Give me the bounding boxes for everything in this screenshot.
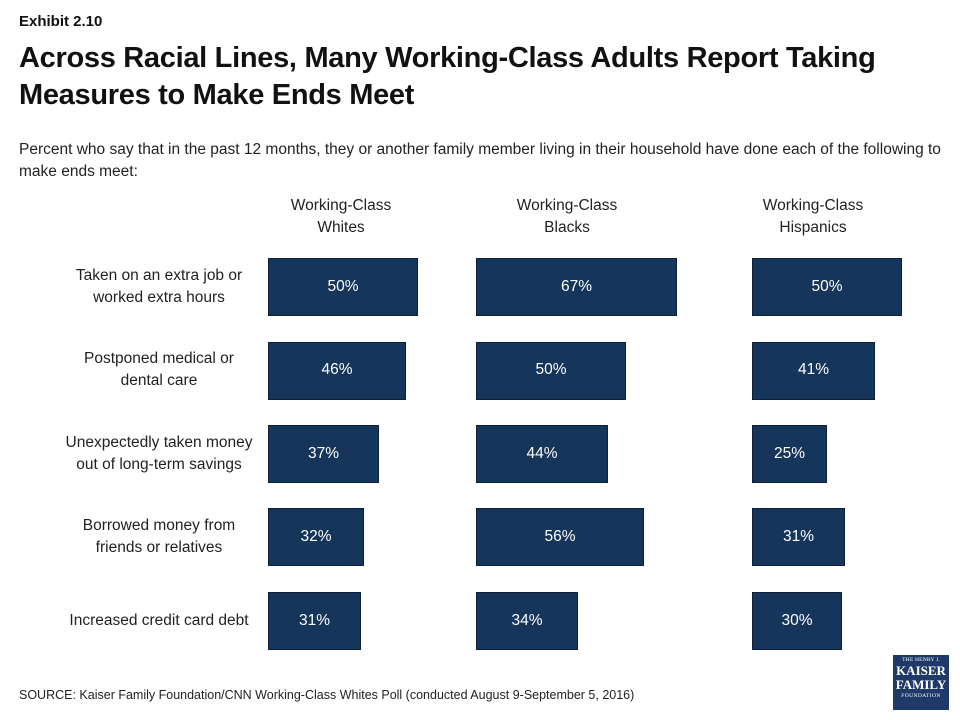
value-label-series-0-row-1: 46% xyxy=(321,361,353,378)
logo-line-4: FOUNDATION xyxy=(901,693,941,699)
value-label-series-2-row-4: 30% xyxy=(781,612,813,629)
bar-series-1-row-2 xyxy=(476,425,608,483)
bar-series-0-row-4 xyxy=(268,592,361,650)
logo-line-1: THE HENRY J. xyxy=(902,657,940,663)
value-label-series-0-row-2: 37% xyxy=(307,445,340,462)
exhibit-label: Exhibit 2.10 xyxy=(19,13,103,30)
bar-series-1-row-1 xyxy=(476,342,626,400)
value-label-series-0-row-0: 50% xyxy=(327,278,359,295)
bar-series-2-row-3 xyxy=(752,508,845,566)
logo-line-3: FAMILY xyxy=(895,677,947,692)
logo-line-2: KAISER xyxy=(896,663,946,678)
value-label-series-1-row-2: 44% xyxy=(526,445,558,462)
bar-series-0-row-0 xyxy=(268,258,418,316)
value-label-series-0-row-3: 32% xyxy=(300,528,332,545)
bar-series-2-row-2 xyxy=(752,425,827,483)
bar-series-0-row-2 xyxy=(268,425,379,483)
value-label-series-2-row-1: 41% xyxy=(797,361,830,378)
value-label-series-0-row-4: 31% xyxy=(298,612,331,629)
bar-series-1-row-0 xyxy=(476,258,677,316)
category-label-1: Postponed medical or dental care xyxy=(84,350,234,389)
value-label-series-2-row-0: 50% xyxy=(811,278,843,295)
bar-series-1-row-3 xyxy=(476,508,644,566)
bar-series-0-row-1 xyxy=(268,342,406,400)
chart-subtitle: Percent who say that in the past 12 mont… xyxy=(19,141,941,180)
bar-series-2-row-4 xyxy=(752,592,842,650)
category-label-3: Borrowed money from friends or relatives xyxy=(82,517,236,556)
category-label-4: Increased credit card debt xyxy=(69,612,249,629)
kaiser-family-foundation-logo: THE HENRY J. KAISER FAMILY FOUNDATION xyxy=(893,655,949,710)
bar-series-2-row-0 xyxy=(752,258,902,316)
group-header-1: Working-Class Blacks xyxy=(516,197,618,236)
category-label-0: Taken on an extra job or worked extra ho… xyxy=(75,267,243,306)
bar-series-1-row-4 xyxy=(476,592,578,650)
value-label-series-2-row-3: 31% xyxy=(782,528,815,545)
value-label-series-1-row-1: 50% xyxy=(535,361,567,378)
bar-series-2-row-1 xyxy=(752,342,875,400)
category-label-2: Unexpectedly taken money out of long-ter… xyxy=(65,434,253,473)
chart-title: Across Racial Lines, Many Working-Class … xyxy=(19,42,876,111)
group-header-2: Working-Class Hispanics xyxy=(762,197,864,236)
source-note: SOURCE: Kaiser Family Foundation/CNN Wor… xyxy=(19,688,635,702)
value-label-series-1-row-0: 67% xyxy=(560,278,593,295)
group-header-0: Working-Class Whites xyxy=(290,197,392,236)
bar-series-0-row-3 xyxy=(268,508,364,566)
value-label-series-1-row-4: 34% xyxy=(511,612,543,629)
value-label-series-2-row-2: 25% xyxy=(773,445,806,462)
value-label-series-1-row-3: 56% xyxy=(544,528,576,545)
